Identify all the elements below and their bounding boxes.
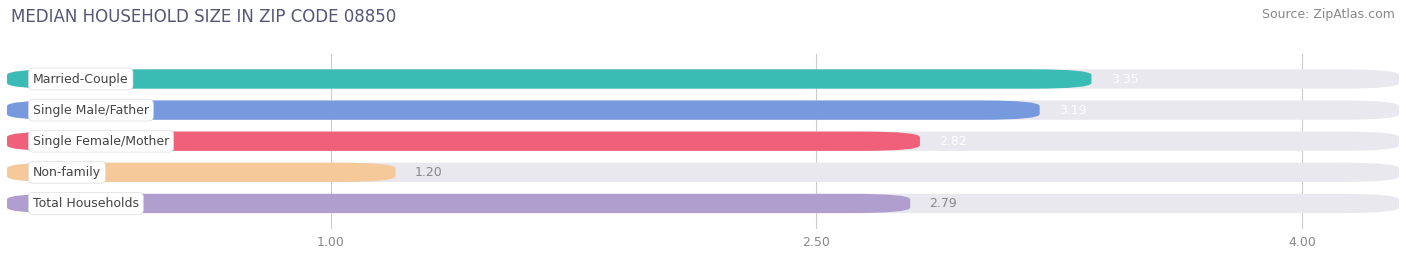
FancyBboxPatch shape [7, 100, 1039, 120]
Text: 2.79: 2.79 [929, 197, 957, 210]
Text: Total Households: Total Households [32, 197, 139, 210]
Text: Non-family: Non-family [32, 166, 101, 179]
Text: 3.35: 3.35 [1111, 73, 1139, 86]
Text: Single Female/Mother: Single Female/Mother [32, 135, 169, 148]
Text: 3.19: 3.19 [1059, 104, 1087, 117]
FancyBboxPatch shape [7, 194, 910, 213]
FancyBboxPatch shape [7, 132, 1399, 151]
FancyBboxPatch shape [7, 132, 920, 151]
FancyBboxPatch shape [7, 163, 395, 182]
Text: Single Male/Father: Single Male/Father [32, 104, 149, 117]
FancyBboxPatch shape [7, 163, 1399, 182]
Text: Source: ZipAtlas.com: Source: ZipAtlas.com [1261, 8, 1395, 21]
Text: 2.82: 2.82 [939, 135, 967, 148]
Text: Married-Couple: Married-Couple [32, 73, 128, 86]
FancyBboxPatch shape [7, 194, 1399, 213]
FancyBboxPatch shape [7, 69, 1091, 89]
FancyBboxPatch shape [7, 69, 1399, 89]
Text: MEDIAN HOUSEHOLD SIZE IN ZIP CODE 08850: MEDIAN HOUSEHOLD SIZE IN ZIP CODE 08850 [11, 8, 396, 26]
Text: 1.20: 1.20 [415, 166, 443, 179]
FancyBboxPatch shape [7, 100, 1399, 120]
